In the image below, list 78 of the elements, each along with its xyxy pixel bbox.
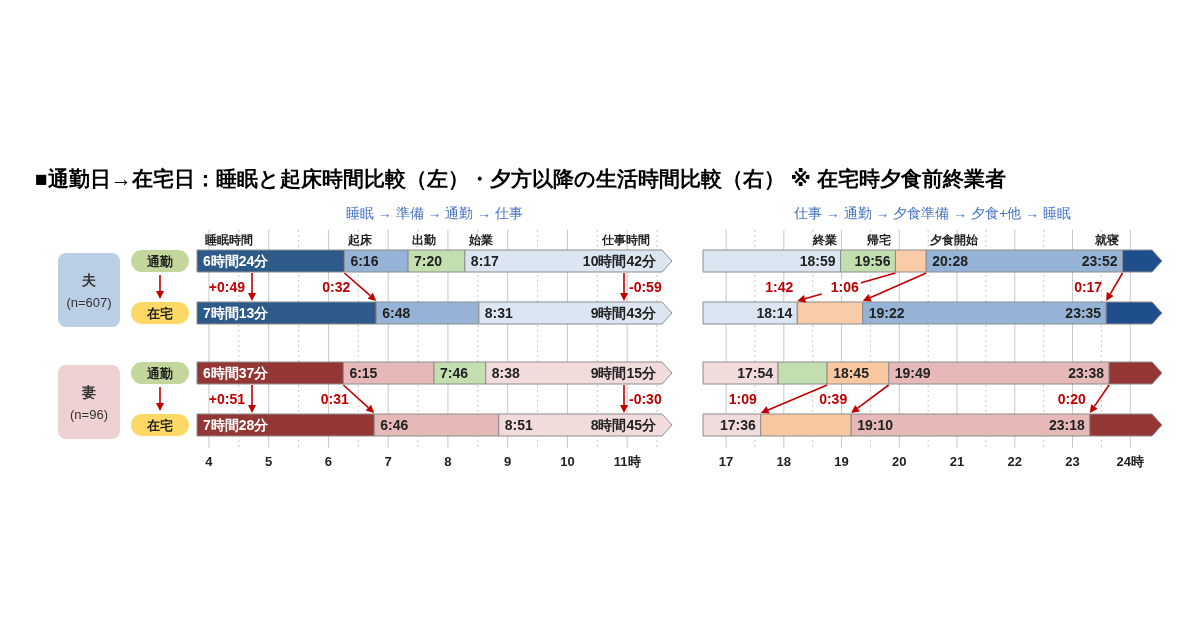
annotation: 8:51 xyxy=(504,417,533,433)
chart-title: ■通勤日→在宅日：睡眠と起床時間比較（左）・夕方以降の生活時間比較（右） ※ 在宅時夕食前終業者 xyxy=(35,167,1006,190)
annotation: 6:48 xyxy=(382,305,411,321)
annotation: 睡眠時間 xyxy=(205,233,253,247)
annotation: 起床 xyxy=(347,233,374,247)
annotation: 終業 xyxy=(811,233,837,247)
annotation: 6:46 xyxy=(380,417,409,433)
x-tick-label: 19 xyxy=(834,454,849,469)
annotation: 23:52 xyxy=(1081,253,1118,269)
y-tick-label: 通勤 xyxy=(146,254,173,269)
annotation: 0:31 xyxy=(320,391,350,407)
y-axis-title: 夫 (n=607) xyxy=(66,272,112,310)
annotation: 8:38 xyxy=(491,365,520,381)
chart-subtitle: 睡眠 → 準備 → 通勤 → 仕事 xyxy=(345,205,524,221)
annotation: 1:06 xyxy=(830,279,859,295)
annotation: 18:14 xyxy=(756,305,793,321)
annotation: 17:36 xyxy=(719,417,756,433)
x-tick-label: 18 xyxy=(776,454,792,469)
y-tick-label: 在宅 xyxy=(146,418,173,433)
annotation: 0:17 xyxy=(1074,279,1103,295)
x-tick-label: 8 xyxy=(444,454,452,469)
annotation: 17:54 xyxy=(737,365,774,381)
x-tick-label: 9 xyxy=(504,454,512,469)
x-tick-label: 7 xyxy=(384,454,392,469)
y-tick-label: 在宅 xyxy=(146,306,173,321)
annotation: 18:45 xyxy=(833,365,870,381)
annotation: -0:30 xyxy=(629,391,662,407)
annotation: +0:49 xyxy=(208,279,246,295)
annotation: 19:56 xyxy=(854,253,891,269)
x-tick-label: 11時 xyxy=(613,454,641,469)
annotation: 就寝 xyxy=(1093,233,1119,247)
annotation: 6:16 xyxy=(350,253,379,269)
x-tick-label: 23 xyxy=(1065,454,1080,469)
annotation: 0:39 xyxy=(819,391,848,407)
annotation: 10時間42分 xyxy=(582,253,657,269)
annotation: 7:46 xyxy=(440,365,469,381)
annotation: 6:15 xyxy=(349,365,378,381)
annotation: 8:17 xyxy=(470,253,500,269)
x-tick-label: 17 xyxy=(718,454,734,469)
annotation: 出勤 xyxy=(412,233,437,247)
annotation: 仕事時間 xyxy=(601,233,650,247)
annotation: 0:32 xyxy=(322,279,351,295)
annotation: 9時間43分 xyxy=(590,305,657,321)
annotation: 6時間37分 xyxy=(203,365,270,381)
annotation: 7:20 xyxy=(414,253,443,269)
annotation: 23:38 xyxy=(1068,365,1105,381)
annotation: 9時間15分 xyxy=(590,365,657,381)
annotation: 8:31 xyxy=(484,305,514,321)
x-tick-label: 4 xyxy=(205,454,214,469)
annotation: 8時間45分 xyxy=(590,417,657,433)
x-tick-label: 22 xyxy=(1007,454,1023,469)
annotation: 6時間24分 xyxy=(203,253,270,269)
x-tick-label: 6 xyxy=(324,454,333,469)
annotation: 19:10 xyxy=(857,417,894,433)
chart-subtitle: 仕事 → 通勤 → 夕食準備 → 夕食+他 → 睡眠 xyxy=(792,205,1072,221)
annotation: -0:59 xyxy=(629,279,662,295)
annotation: 19:22 xyxy=(868,305,905,321)
annotation: 0:20 xyxy=(1057,391,1087,407)
x-tick-label: 21 xyxy=(949,454,965,469)
annotation: 23:35 xyxy=(1065,305,1102,321)
x-tick-label: 20 xyxy=(892,454,907,469)
annotation: 始業 xyxy=(467,233,493,247)
annotation: 夕食開始 xyxy=(929,233,980,247)
annotation: 7時間13分 xyxy=(203,305,270,321)
x-tick-label: 10 xyxy=(560,454,575,469)
annotation: 1:42 xyxy=(765,279,794,295)
y-tick-label: 通勤 xyxy=(146,366,173,381)
annotation: 1:09 xyxy=(728,391,757,407)
annotation: 20:28 xyxy=(932,253,969,269)
y-axis-title: 妻 (n=96) xyxy=(70,384,108,422)
annotation: 帰宅 xyxy=(866,233,892,247)
annotation: 7時間28分 xyxy=(203,417,270,433)
x-tick-label: 24時 xyxy=(1116,454,1144,469)
annotation: +0:51 xyxy=(208,391,246,407)
annotation: 19:49 xyxy=(894,365,931,381)
annotation: 23:18 xyxy=(1049,417,1086,433)
x-tick-label: 5 xyxy=(265,454,273,469)
annotation: 18:59 xyxy=(799,253,836,269)
